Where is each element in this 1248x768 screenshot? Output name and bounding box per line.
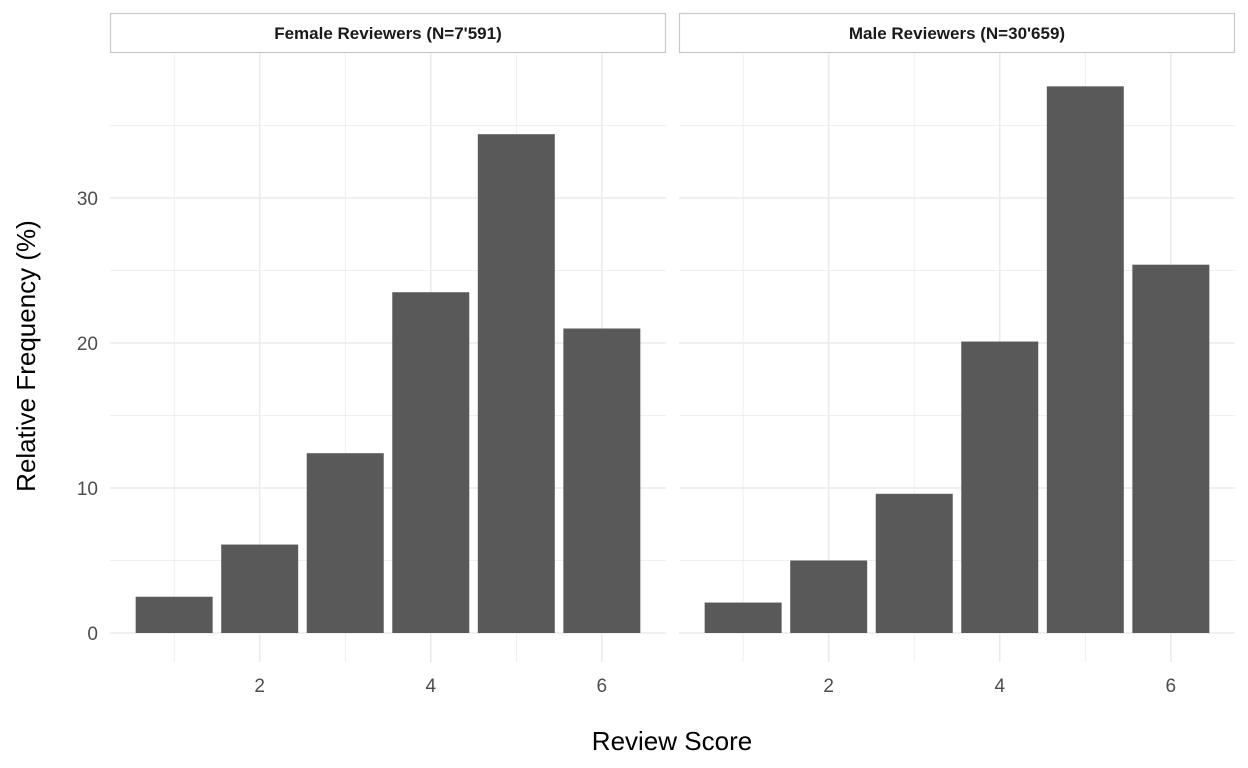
y-tick-label: 0 [87, 624, 98, 645]
bar-score-2 [221, 544, 299, 633]
facet-strip [109, 12, 667, 54]
bar-score-2 [790, 560, 868, 633]
bar-score-3 [306, 453, 384, 633]
bar-score-6 [563, 328, 641, 633]
x-axis-title: Review Score [592, 726, 752, 756]
y-axis: 0 10 20 30 [77, 189, 98, 645]
y-tick-label: 20 [77, 334, 98, 355]
x-tick-label: 4 [994, 676, 1005, 697]
x-tick-label: 6 [1166, 676, 1177, 697]
bar-score-4 [961, 341, 1039, 633]
bar-score-6 [1132, 264, 1210, 633]
y-axis-title: Relative Frequency (%) [11, 220, 41, 492]
bar-score-1 [704, 602, 782, 633]
y-tick-label: 30 [77, 189, 98, 210]
bar-score-5 [1046, 86, 1124, 634]
x-tick-label: 2 [823, 676, 834, 697]
x-tick-label: 2 [254, 676, 265, 697]
bar-score-4 [392, 292, 470, 633]
panel-1: Female Reviewers (N=7'591) 2 4 6 [109, 12, 667, 697]
y-tick-label: 10 [77, 479, 98, 500]
bar-score-3 [875, 493, 953, 633]
facet-strip [678, 12, 1236, 54]
x-tick-label: 6 [597, 676, 608, 697]
bar-score-1 [135, 596, 213, 633]
facet-title: Male Reviewers (N=30'659) [849, 24, 1065, 43]
x-tick-label: 4 [425, 676, 436, 697]
panel-2: Male Reviewers (N=30'659) 2 4 6 [678, 12, 1236, 697]
bar-score-5 [477, 134, 555, 633]
facet-title: Female Reviewers (N=7'591) [274, 24, 502, 43]
